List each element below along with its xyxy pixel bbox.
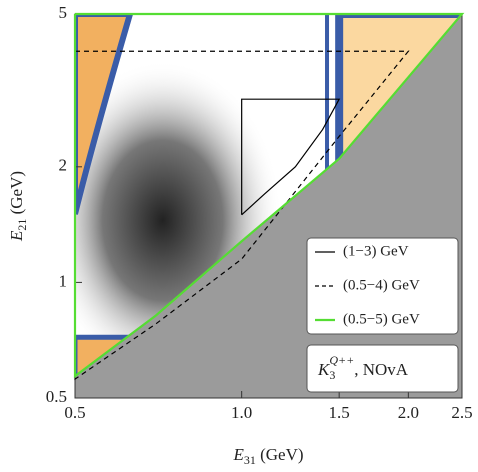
x-tick-label: 0.5 bbox=[64, 403, 85, 422]
x-tick-label: 1.5 bbox=[329, 403, 350, 422]
x-tick-label: 2.5 bbox=[451, 403, 472, 422]
y-label-sub: 21 bbox=[15, 219, 29, 231]
annotation: K3Q++, NOvA bbox=[317, 353, 409, 382]
band-left-top bbox=[75, 14, 134, 215]
legend-label: (0.5−5) GeV bbox=[343, 311, 420, 327]
y-tick-label: 1 bbox=[59, 271, 68, 290]
y-axis-label: E21 (GeV) bbox=[7, 171, 29, 242]
legend-label: (0.5−4) GeV bbox=[343, 277, 420, 293]
x-axis-label: E31 (GeV) bbox=[232, 445, 303, 467]
annotation-sup: Q++ bbox=[329, 353, 354, 367]
series-line bbox=[73, 12, 465, 379]
legend-label: (1−3) GeV bbox=[343, 243, 409, 259]
annotation-text: , NOvA bbox=[354, 360, 409, 379]
annotation-box bbox=[306, 344, 459, 393]
x-label-text: (GeV) bbox=[256, 445, 304, 464]
x-label-sub: 31 bbox=[244, 453, 256, 467]
y-tick-label: 2 bbox=[59, 156, 68, 175]
series-line bbox=[241, 98, 341, 216]
legend-box bbox=[306, 237, 459, 335]
y-tick-label: 0.5 bbox=[46, 387, 67, 406]
y-label-text: (GeV) bbox=[7, 171, 26, 219]
annotation-sub: 3 bbox=[329, 368, 335, 382]
series-line bbox=[74, 50, 410, 381]
x-tick-label: 1.0 bbox=[231, 403, 252, 422]
y-label-symbol: E bbox=[7, 230, 26, 242]
x-tick-label: 2.0 bbox=[398, 403, 419, 422]
x-label-symbol: E bbox=[232, 445, 244, 464]
annotation-symbol: K bbox=[317, 360, 331, 379]
y-tick-label: 5 bbox=[59, 3, 68, 22]
